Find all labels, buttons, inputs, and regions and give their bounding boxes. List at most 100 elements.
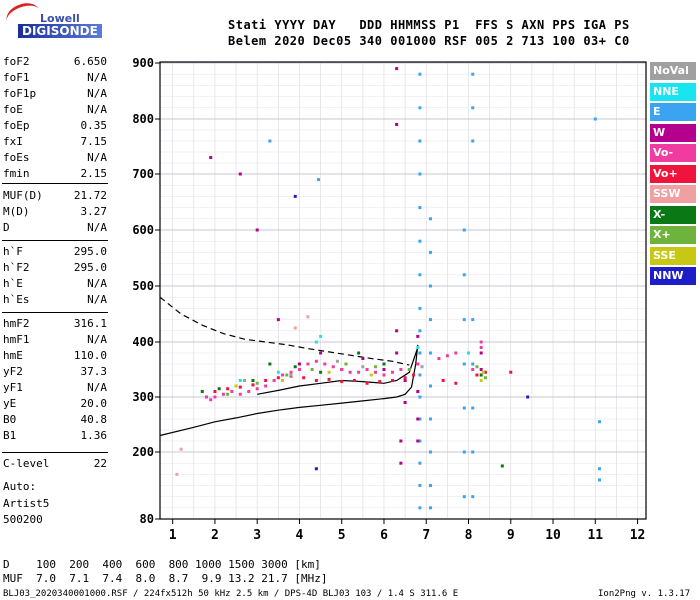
echo-point-e xyxy=(462,273,466,277)
echo-point-sse xyxy=(234,384,238,388)
echo-point-vo- xyxy=(390,370,394,374)
echo-point-vo- xyxy=(276,376,280,380)
echo-point-w xyxy=(297,362,301,366)
param-row-fof2: foF2 6.650 xyxy=(3,54,107,70)
echo-point-vo- xyxy=(264,379,268,382)
echo-point-nne xyxy=(467,351,471,355)
param-row-hme: hmE 110.0 xyxy=(3,348,107,364)
trace-trace-solid-upper xyxy=(257,347,419,395)
echo-point-e xyxy=(418,417,422,421)
echo-point-x- xyxy=(407,368,411,371)
echo-point-e xyxy=(428,250,432,254)
x-tick-label: 8 xyxy=(465,528,473,543)
echo-point-noval xyxy=(243,379,247,382)
x-tick-label: 2 xyxy=(211,528,219,543)
echo-point-ssw xyxy=(175,472,179,476)
echo-point-e xyxy=(418,373,422,377)
echo-point-vo- xyxy=(238,385,242,389)
echo-point-w xyxy=(416,417,420,421)
legend-item-nnw: NNW xyxy=(650,267,696,285)
param-row-h-e: h`E N/A xyxy=(3,276,107,292)
param-label: yF2 xyxy=(3,365,23,378)
param-row-foes: foEs N/A xyxy=(3,150,107,166)
echo-point-vo- xyxy=(289,370,293,374)
x-tick-label: 3 xyxy=(253,528,261,543)
echo-point-vo- xyxy=(374,370,378,374)
echo-point-vo- xyxy=(281,373,285,377)
echo-point-e xyxy=(418,273,422,277)
logo-text-top: Lowell xyxy=(40,12,80,25)
echo-point-e xyxy=(418,139,422,143)
y-tick-label: 200 xyxy=(132,445,154,459)
param-row-foe: foE N/A xyxy=(3,102,107,118)
echo-point-e xyxy=(471,362,475,366)
param-value: N/A xyxy=(87,381,107,394)
echo-point-vo- xyxy=(221,392,225,396)
param-row-h-f: h`F 295.0 xyxy=(3,244,107,260)
y-tick-label: 500 xyxy=(132,279,154,293)
echo-point-nnw xyxy=(526,395,530,399)
echo-point-e xyxy=(428,318,432,322)
echo-point-e xyxy=(428,450,432,454)
x-tick-label: 6 xyxy=(380,528,388,543)
echo-point-sse xyxy=(481,370,485,374)
echo-point-sse xyxy=(281,379,285,382)
echo-point-e xyxy=(462,495,466,499)
param-value: N/A xyxy=(87,71,107,84)
echo-point-e xyxy=(418,306,422,310)
auto-code: 500200 xyxy=(3,513,43,526)
echo-point-e xyxy=(418,329,422,333)
echo-point-nne xyxy=(319,334,323,338)
echo-point-e xyxy=(268,139,272,143)
echo-point-e xyxy=(471,139,475,143)
echo-point-vo- xyxy=(479,340,483,344)
echo-point-x- xyxy=(310,368,314,371)
echo-point-vo- xyxy=(357,370,361,374)
echo-point-x- xyxy=(293,365,297,369)
echo-point-e xyxy=(598,478,602,482)
param-value: 3.27 xyxy=(80,205,108,218)
param-row-hmf2: hmF2 316.1 xyxy=(3,316,107,332)
echo-point-w xyxy=(479,351,483,355)
param-label: M(D) xyxy=(3,205,30,218)
param-row-hmf1: hmF1 N/A xyxy=(3,332,107,348)
param-value: N/A xyxy=(87,87,107,100)
echo-point-nne xyxy=(314,340,318,344)
echo-point-vo- xyxy=(213,395,217,399)
echo-point-vo- xyxy=(390,379,394,382)
x-tick-label: 7 xyxy=(422,528,430,543)
param-value: 22 xyxy=(93,457,107,470)
echo-point-vo- xyxy=(238,392,242,396)
param-separator xyxy=(2,452,108,453)
y-tick-label: 800 xyxy=(132,112,154,126)
echo-point-vo- xyxy=(378,380,382,384)
y-tick-label: 600 xyxy=(132,223,154,237)
echo-point-vo- xyxy=(314,379,318,382)
echo-point-x- xyxy=(374,365,378,369)
echo-point-vo- xyxy=(399,368,403,371)
param-row-yf1: yF1 N/A xyxy=(3,380,107,396)
echo-point-vo- xyxy=(471,368,475,371)
echo-point-e xyxy=(462,362,466,366)
echo-point-w xyxy=(399,461,403,465)
echo-point-e xyxy=(471,495,475,499)
echo-point-noval xyxy=(289,373,293,377)
echo-point-vo- xyxy=(382,373,386,377)
echo-point-noval xyxy=(361,365,365,369)
echo-point-e xyxy=(418,351,422,355)
chart-grid xyxy=(160,62,646,520)
param-label: foEp xyxy=(3,119,30,132)
echo-point-vo- xyxy=(306,362,310,366)
auto-program: Artist5 xyxy=(3,497,50,510)
echo-point-e xyxy=(418,172,422,176)
echo-point-e xyxy=(598,420,602,424)
legend-item-nne: NNE xyxy=(650,82,696,101)
param-label: h`F xyxy=(3,245,23,258)
param-value: 20.0 xyxy=(80,397,108,410)
echo-point-x- xyxy=(500,464,504,468)
echo-point-vo- xyxy=(230,390,234,393)
echo-point-ssw xyxy=(306,315,310,319)
param-label: B0 xyxy=(3,413,17,426)
param-row-h-es: h`Es N/A xyxy=(3,292,107,308)
param-separator xyxy=(2,312,108,313)
